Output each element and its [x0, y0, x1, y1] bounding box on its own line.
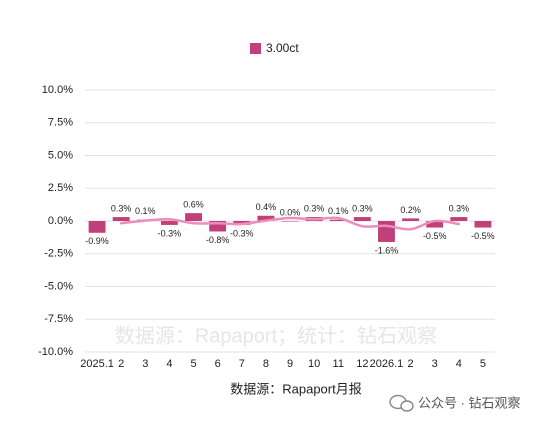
- bar: [378, 221, 395, 242]
- bar: [209, 221, 227, 232]
- data-label: 0.1%: [135, 206, 156, 216]
- data-label: 0.3%: [449, 203, 470, 213]
- bar: [160, 221, 178, 225]
- legend-swatch: [250, 43, 261, 54]
- x-tick-label: 6: [215, 358, 221, 370]
- data-label: -0.8%: [206, 235, 230, 245]
- x-tick-label: 4: [166, 358, 172, 370]
- x-tick-label: 2025.1: [80, 358, 114, 370]
- bar: [257, 215, 275, 221]
- x-tick-label: 3: [142, 358, 148, 370]
- y-tick-label: 7.5%: [48, 117, 73, 129]
- legend-label: 3.00ct: [266, 41, 299, 55]
- data-label: -0.5%: [471, 231, 495, 241]
- data-label: -0.9%: [85, 236, 109, 246]
- bar: [185, 213, 202, 221]
- x-tick-label: 3: [432, 358, 438, 370]
- data-label: -0.5%: [423, 231, 447, 241]
- bar: [112, 217, 130, 221]
- x-tick-label: 8: [263, 358, 269, 370]
- x-tick-label: 10: [308, 358, 320, 370]
- data-label: -0.3%: [158, 228, 182, 238]
- y-tick-label: -2.5%: [44, 248, 73, 260]
- data-label: 0.3%: [111, 203, 132, 213]
- bar: [329, 219, 347, 221]
- y-tick-label: -7.5%: [44, 313, 73, 325]
- data-label: -1.6%: [375, 245, 399, 255]
- x-tick-label: 2: [408, 358, 414, 370]
- y-tick-label: 5.0%: [48, 149, 73, 161]
- data-label: 0.1%: [328, 206, 349, 216]
- bar: [450, 217, 468, 221]
- bar: [402, 218, 420, 221]
- account-icon: [389, 394, 414, 412]
- bar: [474, 221, 492, 228]
- x-tick-label: 9: [287, 358, 293, 370]
- y-tick-label: -10.0%: [38, 346, 73, 358]
- x-tick-label: 2026.1: [370, 358, 404, 370]
- bar: [281, 221, 299, 222]
- watermark: 数据源：Rapaport；统计：钻石观察: [115, 324, 437, 347]
- y-tick-label: -5.0%: [44, 280, 73, 292]
- y-tick-label: 0.0%: [48, 215, 73, 227]
- x-tick-label: 12: [356, 358, 368, 370]
- x-tick-label: 7: [239, 358, 245, 370]
- y-tick-label: 2.5%: [48, 182, 73, 194]
- bar: [426, 221, 444, 228]
- x-tick-label: 5: [190, 358, 196, 370]
- data-label: 0.3%: [352, 203, 373, 213]
- data-label: 0.2%: [400, 205, 421, 215]
- y-tick-label: 10.0%: [42, 84, 73, 96]
- data-label: 0.6%: [183, 200, 204, 210]
- account: 公众号 · 钻石观察: [418, 395, 521, 410]
- bar: [88, 221, 106, 233]
- x-tick-label: 2: [118, 358, 124, 370]
- source-note: 数据源：Rapaport月报: [230, 381, 361, 396]
- x-tick-label: 11: [333, 358, 344, 370]
- data-label: -0.3%: [230, 228, 254, 238]
- x-tick-label: 4: [456, 358, 462, 370]
- data-label: 0.4%: [256, 202, 277, 212]
- data-label: 0.3%: [304, 203, 325, 213]
- x-tick-label: 5: [480, 358, 486, 370]
- data-label: 0.0%: [280, 207, 301, 217]
- bar: [353, 217, 371, 221]
- trend-line: [119, 216, 461, 231]
